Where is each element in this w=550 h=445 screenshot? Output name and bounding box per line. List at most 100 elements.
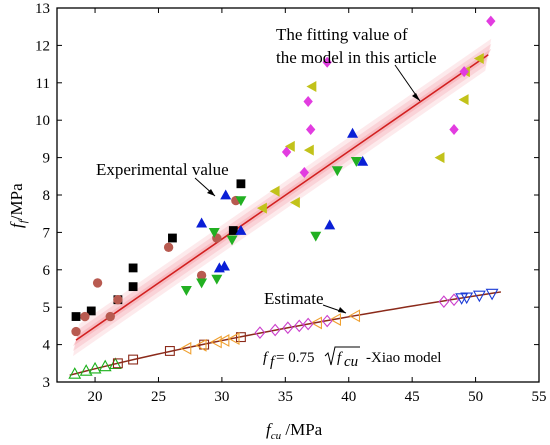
data-point-circle [163, 242, 174, 253]
data-point-circle [71, 326, 81, 337]
y-axis-label: ff/MPa [7, 183, 29, 228]
formula-f-sub: f [270, 354, 276, 370]
formula-eq: = 0.75 [276, 350, 314, 366]
data-point-triangle-down [208, 228, 220, 238]
data-point-triangle-up [220, 189, 232, 200]
data-point-triangle-down [196, 278, 208, 289]
data-point-triangle-left [458, 94, 469, 106]
y-tick-label: 12 [35, 38, 50, 54]
data-point-triangle-left [289, 196, 300, 208]
data-point-triangle-left [179, 341, 192, 355]
data-point-triangle-down [180, 285, 192, 296]
data-point-diamond [459, 66, 469, 78]
data-point-triangle-left [194, 338, 207, 352]
data-point-triangle-down [472, 290, 486, 303]
data-point-diamond [254, 326, 266, 339]
data-point-square [128, 354, 139, 365]
experimental-annotation: Experimental value [96, 160, 229, 179]
data-point-diamond [486, 15, 496, 27]
data-point-diamond [269, 323, 281, 337]
data-point-triangle-up [108, 357, 122, 369]
data-point-triangle-up [235, 225, 247, 235]
data-point-triangle-left [348, 309, 361, 323]
data-point-circle [113, 295, 123, 305]
x-tick-label: 55 [532, 389, 547, 405]
data-point-triangle-left [434, 152, 445, 164]
data-point-triangle-up [324, 219, 336, 230]
formula-var-sub: cu [344, 354, 358, 370]
x-tick-label: 45 [405, 389, 420, 405]
estimate-annotation-arrowhead [338, 307, 346, 313]
data-point-triangle-left [473, 52, 484, 64]
data-point-triangle-down [485, 288, 499, 301]
y-tick-label: 4 [43, 338, 51, 354]
data-point-square [199, 339, 210, 350]
x-tick-label: 20 [88, 389, 103, 405]
formula-sqrt-sign [324, 346, 360, 366]
data-point-triangle-down [235, 196, 247, 207]
data-points [68, 15, 499, 379]
data-point-square [168, 233, 177, 243]
data-point-circle [80, 311, 90, 322]
data-point-diamond [322, 56, 332, 68]
data-point-triangle-up [196, 217, 208, 228]
data-point-diamond [306, 124, 316, 136]
data-point-triangle-down [331, 166, 343, 177]
data-point-square [236, 179, 246, 189]
data-point-square [86, 306, 96, 316]
data-point-square [128, 263, 138, 273]
formula-f: f [263, 350, 269, 366]
data-point-triangle-left [269, 185, 280, 197]
xiao-model-curve [69, 291, 502, 376]
data-point-diamond [438, 295, 450, 308]
data-point-triangle-left [284, 140, 295, 152]
x-tick-label: 25 [151, 389, 166, 405]
y-tick-label: 13 [35, 1, 50, 17]
data-point-triangle-down [226, 235, 238, 246]
data-point-diamond [321, 314, 333, 328]
data-point-triangle-down [211, 274, 223, 285]
y-tick-label: 9 [43, 151, 51, 167]
data-point-triangle-left [217, 334, 230, 347]
data-point-square [71, 312, 81, 321]
data-point-triangle-down [350, 156, 362, 167]
fit-annotation-line2: the model in this article [276, 48, 437, 67]
data-point-diamond [448, 293, 460, 307]
data-point-triangle-left [256, 202, 267, 214]
data-point-square [164, 346, 175, 356]
data-point-triangle-down [310, 231, 322, 242]
data-point-square [228, 226, 238, 235]
y-tick-label: 3 [43, 375, 51, 391]
x-axis-label: fcu /MPa [266, 420, 323, 442]
x-tick-label: 50 [468, 389, 483, 405]
x-tick-label: 30 [214, 389, 229, 405]
data-point-square [112, 358, 123, 369]
data-point-triangle-left [303, 144, 314, 156]
fit-annotation-arrowhead [412, 93, 420, 101]
data-point-diamond [299, 167, 310, 179]
y-tick-label: 10 [35, 113, 50, 129]
data-point-diamond [303, 96, 313, 107]
data-point-triangle-left [227, 332, 240, 346]
data-point-triangle-left [306, 81, 317, 93]
y-tick-label: 6 [43, 263, 51, 279]
data-point-triangle-left [329, 313, 342, 326]
formula-suffix: -Xiao model [366, 350, 441, 366]
data-point-diamond [282, 321, 294, 335]
data-point-diamond [281, 146, 292, 158]
y-tick-label: 11 [36, 76, 50, 92]
fit-lines [69, 54, 502, 376]
data-point-circle [92, 278, 103, 288]
data-point-diamond [302, 317, 314, 331]
data-point-triangle-up [218, 260, 230, 271]
data-point-circle [105, 311, 115, 322]
estimate-annotation: Estimate [264, 289, 323, 308]
y-tick-label: 7 [43, 225, 51, 241]
fit-annotation-line1: The fitting value of [276, 25, 408, 44]
experimental-annotation-arrowhead [207, 189, 215, 196]
xiao-formula: f f = 0.75 f cu -Xiao model [263, 346, 441, 370]
data-point-diamond [449, 124, 459, 136]
y-tick-label: 8 [43, 188, 51, 204]
data-point-triangle-up [357, 155, 369, 166]
